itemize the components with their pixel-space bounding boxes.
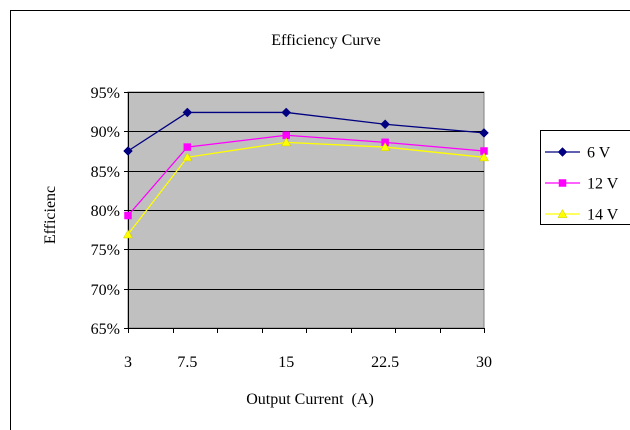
legend-label: 6 V [587,145,611,162]
x-axis-label: Output Current (A) [246,391,374,408]
y-tick-label: 95% [91,85,120,102]
y-tick-label: 90% [91,124,120,141]
x-tick-label: 3 [124,354,132,371]
x-tick-label: 22.5 [371,354,399,371]
legend-label: 14 V [587,207,619,224]
x-tick-label: 7.5 [177,354,197,371]
data-point [184,144,191,151]
data-point [125,212,132,219]
y-tick-label: 65% [91,321,120,338]
chart-title: Efficiency Curve [271,32,380,49]
y-axis-label: Efficienc [42,186,59,244]
y-tick-label: 80% [91,203,120,220]
x-tick-label: 15 [278,354,294,371]
x-tick-label: 30 [476,354,492,371]
legend-label: 12 V [587,176,619,193]
legend-marker [559,180,566,187]
legend: 6 V 12 V 14 V [541,131,630,225]
y-tick-label: 75% [91,242,120,259]
y-tick-label: 85% [91,164,120,181]
y-tick-label: 70% [91,282,120,299]
